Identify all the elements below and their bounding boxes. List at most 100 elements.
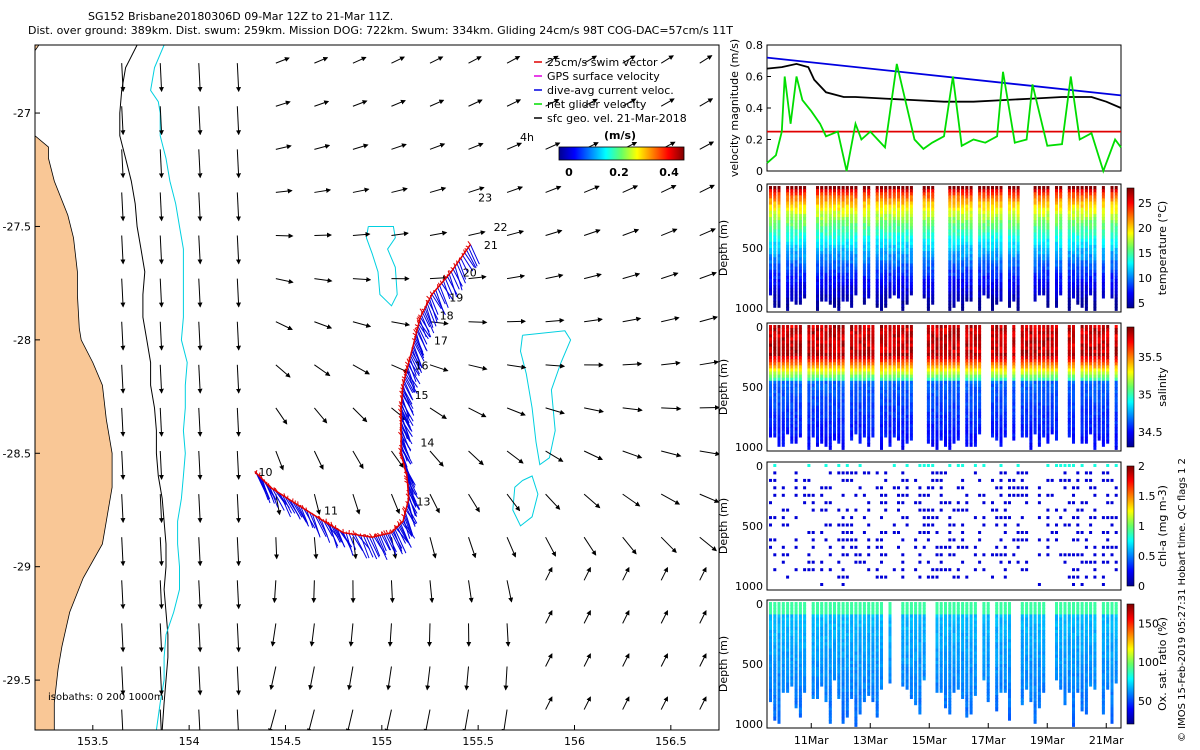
data-point (794, 288, 798, 293)
data-point (786, 411, 790, 416)
data-point (935, 349, 939, 354)
sfc-velocity-arrow (468, 142, 484, 150)
data-point (978, 223, 982, 228)
data-point (884, 374, 888, 379)
data-point (948, 325, 952, 329)
data-point (841, 288, 845, 293)
data-point (905, 387, 909, 391)
data-point (1008, 213, 1011, 218)
data-point (905, 235, 909, 240)
data-point (833, 297, 836, 302)
data-point (901, 207, 905, 212)
data-point (931, 396, 935, 401)
sfc-velocity-arrow (236, 623, 241, 653)
data-point (931, 201, 935, 206)
data-point (1076, 269, 1080, 274)
data-point (939, 374, 943, 379)
data-point (995, 241, 999, 246)
data-point (820, 402, 824, 407)
data-point (820, 275, 824, 280)
data-point (999, 408, 1003, 413)
data-point (999, 195, 1003, 200)
data-point (854, 371, 858, 376)
data-point (901, 331, 905, 336)
data-point (1016, 189, 1020, 194)
data-point (952, 198, 956, 203)
data-point (824, 186, 828, 190)
data-point (828, 251, 832, 256)
data-point (1012, 217, 1016, 221)
data-point (909, 411, 913, 416)
data-point (798, 399, 802, 404)
sfc-velocity-arrow (506, 364, 527, 370)
data-point (769, 325, 772, 329)
data-point (845, 235, 849, 240)
data-point (986, 186, 990, 190)
data-point (781, 436, 785, 441)
data-point (909, 291, 913, 296)
data-point (828, 207, 832, 212)
data-point (773, 383, 777, 388)
data-point (935, 325, 939, 329)
data-point (777, 210, 781, 215)
data-point (931, 263, 935, 268)
data-point (922, 282, 926, 287)
data-point (909, 399, 913, 404)
data-point (854, 282, 858, 287)
data-point (777, 204, 781, 209)
data-point (969, 359, 973, 364)
data-point (901, 411, 905, 416)
data-point (862, 232, 866, 237)
data-point (828, 430, 832, 435)
data-point (926, 285, 930, 290)
data-point (777, 383, 781, 388)
data-point (935, 427, 939, 432)
data-point (798, 383, 802, 388)
data-point (777, 436, 781, 441)
sfc-velocity-arrow (661, 450, 682, 458)
data-point (1110, 254, 1114, 259)
dac-vector (426, 303, 437, 327)
data-point (773, 217, 777, 221)
data-point (811, 433, 815, 438)
data-point (897, 229, 900, 234)
data-point (781, 325, 785, 329)
data-point (948, 365, 952, 370)
data-point (862, 328, 866, 333)
data-point (777, 254, 781, 259)
data-point (854, 204, 858, 209)
data-point (1003, 427, 1007, 432)
data-point (986, 248, 990, 252)
data-point (1084, 226, 1088, 231)
data-point (867, 383, 871, 388)
data-point (969, 421, 973, 426)
data-point (1008, 254, 1011, 259)
data-point (841, 408, 845, 413)
data-point (1080, 285, 1084, 290)
data-point (850, 266, 854, 271)
data-point (769, 235, 772, 240)
data-point (978, 371, 982, 376)
legend-label: GPS surface velocity (547, 70, 660, 83)
data-point (867, 244, 871, 249)
data-point (888, 352, 892, 357)
data-point (1055, 297, 1058, 302)
data-point (837, 405, 841, 410)
data-point (786, 207, 790, 212)
data-point (867, 186, 871, 190)
map-frame (34, 44, 720, 731)
data-point (969, 288, 973, 293)
data-point (1072, 241, 1075, 246)
data-point (811, 340, 815, 345)
data-point (939, 390, 943, 395)
data-point (884, 405, 888, 410)
data-point (897, 340, 900, 345)
data-point (781, 371, 785, 376)
data-point (956, 352, 960, 357)
data-point (820, 241, 824, 246)
data-point (897, 238, 900, 243)
data-point (986, 195, 990, 200)
data-point (931, 393, 935, 398)
data-point (790, 374, 794, 379)
data-point (824, 328, 828, 333)
